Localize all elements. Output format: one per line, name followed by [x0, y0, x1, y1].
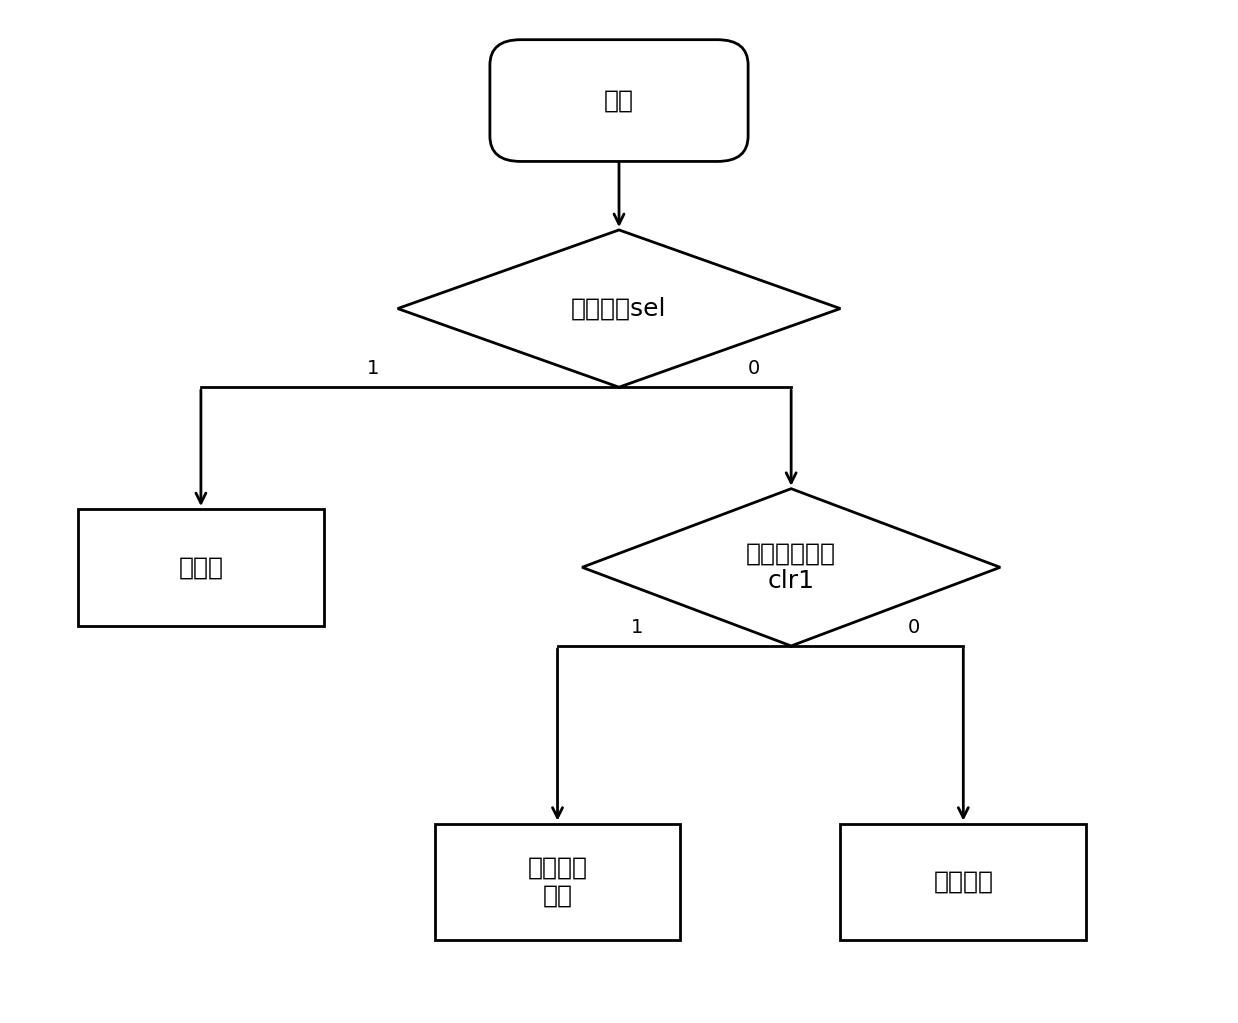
Text: 时钟延迟控制
clr1: 时钟延迟控制 clr1 — [747, 541, 836, 593]
Text: 选择输入sel: 选择输入sel — [571, 297, 667, 320]
Text: 比较器: 比较器 — [178, 555, 223, 579]
Text: 1: 1 — [366, 359, 379, 379]
Text: 1: 1 — [631, 618, 644, 637]
Text: 时钟输出: 时钟输出 — [933, 870, 993, 894]
Polygon shape — [582, 489, 1000, 646]
Text: 时钟延迟
输出: 时钟延迟 输出 — [527, 856, 588, 907]
Bar — [435, 824, 681, 940]
FancyBboxPatch shape — [490, 40, 748, 162]
Text: 开始: 开始 — [604, 89, 634, 113]
Bar — [841, 824, 1086, 940]
Text: 0: 0 — [748, 359, 760, 379]
Text: 0: 0 — [907, 618, 920, 637]
Bar — [78, 509, 324, 626]
Polygon shape — [397, 230, 841, 387]
